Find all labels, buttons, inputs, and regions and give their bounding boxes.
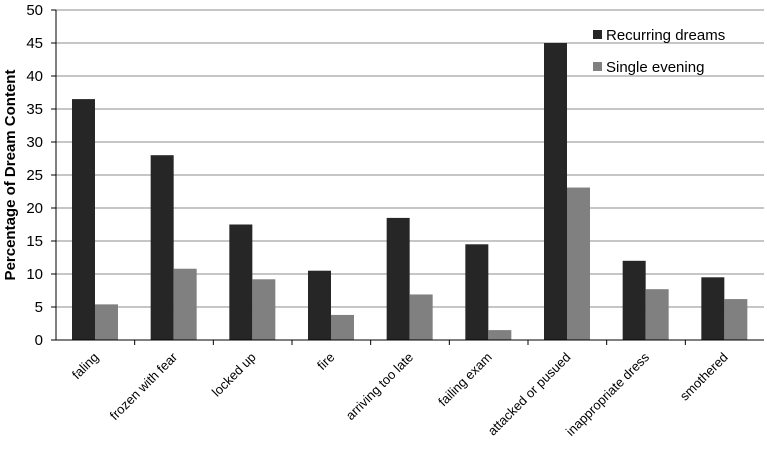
y-tick-labels: 0 5 10 15 20 25 30 35 40 45 50: [26, 2, 43, 349]
bar-recurring-dreams: [72, 99, 95, 340]
y-tick-label: 25: [26, 167, 43, 184]
bar-single-evening: [409, 294, 433, 340]
y-tick-label: 30: [26, 134, 43, 151]
bar-recurring-dreams: [229, 224, 253, 340]
x-tick-label: fire: [314, 350, 337, 373]
legend-label: Single evening: [606, 59, 704, 76]
bar-single-evening: [488, 330, 512, 340]
legend-swatch: [593, 30, 602, 39]
y-axis-label: Percentage of Dream Content: [2, 70, 19, 281]
legend-swatch: [593, 62, 602, 71]
legend-label: Recurring dreams: [606, 27, 725, 44]
y-tick-label: 20: [26, 200, 43, 217]
x-tick-label: inappropriate dress: [563, 349, 653, 439]
x-tick-label: arriving too late: [343, 350, 416, 423]
bar-single-evening: [252, 279, 276, 340]
bar-single-evening: [645, 289, 669, 340]
bar-recurring-dreams: [544, 43, 567, 340]
x-tick-label: failing exam: [435, 350, 495, 410]
y-tick-label: 50: [26, 2, 43, 19]
bar-recurring-dreams: [622, 260, 646, 340]
y-tick-label: 5: [35, 299, 43, 316]
axes: [51, 9, 764, 345]
bar-single-evening: [567, 187, 590, 340]
bar-single-evening: [331, 314, 354, 340]
bar-recurring-dreams: [465, 244, 489, 340]
bar-recurring-dreams: [150, 155, 174, 340]
x-tick-label: locked up: [209, 350, 259, 400]
y-tick-label: 15: [26, 233, 43, 250]
x-tick-label: attacked or pusued: [485, 350, 574, 439]
bar-single-evening: [724, 299, 748, 340]
bars: [72, 43, 748, 340]
x-tick-label: smothered: [677, 350, 731, 404]
bar-single-evening: [173, 268, 197, 340]
x-tick-label: faling: [69, 350, 102, 383]
y-tick-label: 35: [26, 101, 43, 118]
y-tick-label: 40: [26, 68, 43, 85]
bar-recurring-dreams: [308, 270, 331, 340]
bar-recurring-dreams: [386, 217, 410, 340]
legend: Recurring dreams Single evening: [593, 27, 725, 76]
x-tick-labels: faling frozen with fear locked up fire arriv…: [69, 349, 731, 439]
bar-recurring-dreams: [701, 277, 725, 340]
bar-single-evening: [95, 304, 118, 340]
x-tick-label: frozen with fear: [107, 349, 181, 423]
y-tick-label: 45: [26, 35, 43, 52]
y-tick-label: 0: [35, 332, 43, 349]
y-tick-label: 10: [26, 266, 43, 283]
